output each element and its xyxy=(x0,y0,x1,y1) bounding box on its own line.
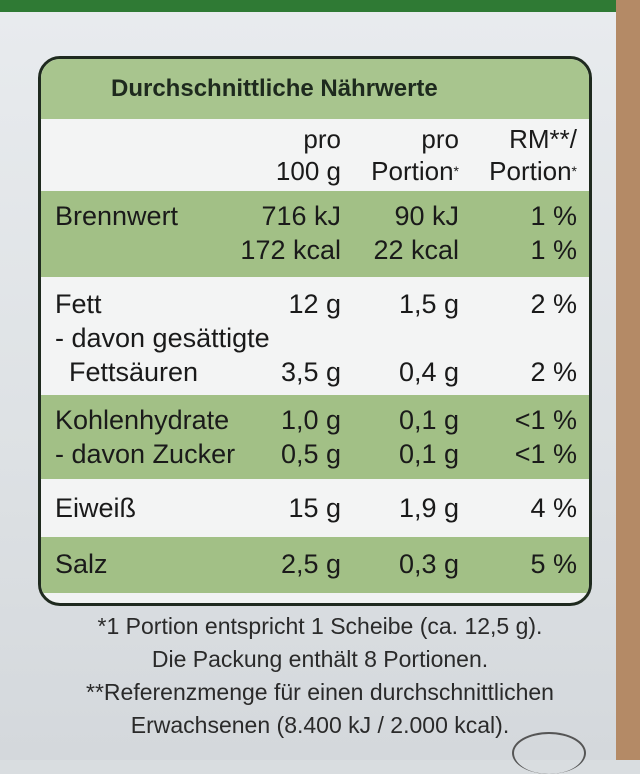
header-per-100g-line2: 100 g xyxy=(275,156,341,186)
salt-rm: 5 % xyxy=(530,549,577,579)
carbs-label: Kohlenhydrate xyxy=(55,405,230,435)
energy-kj-100g: 716 kJ xyxy=(261,201,341,231)
protein-rm: 4 % xyxy=(530,493,577,523)
saturated-fat-label-line2: Fettsäuren xyxy=(69,357,199,387)
saturated-fat-per-portion: 0,4 g xyxy=(398,357,459,387)
partial-logo-icon xyxy=(512,732,586,774)
nutrition-table: Durchschnittliche Nährwerte pro 100 g pr… xyxy=(38,56,592,606)
energy-kj-rm: 1 % xyxy=(530,201,577,231)
energy-kcal-portion: 22 kcal xyxy=(373,235,459,265)
saturated-fat-rm: 2 % xyxy=(530,357,577,387)
footnote-reference-line2: Erwachsenen (8.400 kJ / 2.000 kcal). xyxy=(130,712,510,738)
header-rm-portion: RM**/ Portion* xyxy=(489,123,577,187)
header-per-100g-line1: pro xyxy=(303,124,341,154)
energy-label: Brennwert xyxy=(55,201,179,231)
package-surface: Durchschnittliche Nährwerte pro 100 g pr… xyxy=(0,12,616,774)
sugar-label: - davon Zucker xyxy=(55,439,236,469)
packaging-top-stripe xyxy=(0,0,640,12)
fat-rm: 2 % xyxy=(530,289,577,319)
salt-per-portion: 0,3 g xyxy=(398,549,459,579)
protein-row: Eiweiß 15 g 1,9 g 4 % xyxy=(41,479,589,537)
sugar-rm: <1 % xyxy=(514,439,577,469)
sugar-per-100g: 0,5 g xyxy=(280,439,341,469)
footnote-reference-line1: **Referenzmenge für einen durchschnittli… xyxy=(86,679,554,705)
sugar-per-portion: 0,1 g xyxy=(398,439,459,469)
fat-row: Fett 12 g 1,5 g 2 % - davon gesättigte F… xyxy=(41,277,589,395)
carbs-per-100g: 1,0 g xyxy=(280,405,341,435)
header-per-portion: pro Portion* xyxy=(371,123,459,187)
salt-label: Salz xyxy=(55,549,108,579)
header-per-portion-mark: * xyxy=(453,163,459,179)
salt-per-100g: 2,5 g xyxy=(280,549,341,579)
energy-kcal-100g: 172 kcal xyxy=(240,235,341,265)
energy-kcal-rm: 1 % xyxy=(530,235,577,265)
carbs-row: Kohlenhydrate 1,0 g 0,1 g <1 % - davon Z… xyxy=(41,395,589,479)
carbs-rm: <1 % xyxy=(514,405,577,435)
fat-per-100g: 12 g xyxy=(288,289,341,319)
header-rm-line2: Portion xyxy=(489,156,572,186)
header-rm-mark: * xyxy=(571,163,577,179)
fat-per-portion: 1,5 g xyxy=(398,289,459,319)
protein-per-100g: 15 g xyxy=(288,493,341,523)
header-row: pro 100 g pro Portion* RM**/ Portion* xyxy=(41,119,589,191)
footnote-portion: *1 Portion entspricht 1 Scheibe (ca. 12,… xyxy=(97,613,543,639)
protein-per-portion: 1,9 g xyxy=(398,493,459,523)
saturated-fat-per-100g: 3,5 g xyxy=(280,357,341,387)
salt-row: Salz 2,5 g 0,3 g 5 % xyxy=(41,537,589,593)
header-per-100g: pro 100 g xyxy=(276,123,341,187)
fat-label: Fett xyxy=(55,289,102,319)
background-edge xyxy=(616,0,640,760)
footnotes: *1 Portion entspricht 1 Scheibe (ca. 12,… xyxy=(40,610,600,742)
saturated-fat-label-line1: - davon gesättigte xyxy=(55,323,270,353)
energy-row: Brennwert 716 kJ 90 kJ 1 % 172 kcal 22 k… xyxy=(41,191,589,277)
header-per-portion-line2: Portion xyxy=(371,156,454,186)
footnote-package: Die Packung enthält 8 Portionen. xyxy=(151,646,489,672)
energy-kj-portion: 90 kJ xyxy=(394,201,459,231)
table-title: Durchschnittliche Nährwerte xyxy=(41,59,589,119)
carbs-per-portion: 0,1 g xyxy=(398,405,459,435)
header-rm-line1: RM**/ xyxy=(509,124,577,154)
protein-label: Eiweiß xyxy=(55,493,137,523)
header-per-portion-line1: pro xyxy=(421,124,459,154)
